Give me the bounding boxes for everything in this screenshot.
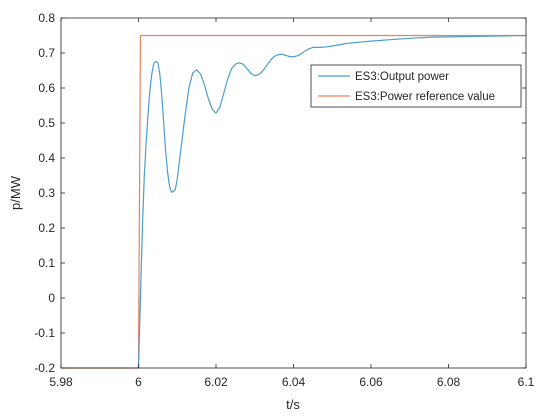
legend-label-reference: ES3:Power reference value xyxy=(355,91,495,103)
x-tick-label: 6.1 xyxy=(518,375,535,389)
x-tick-label: 6.06 xyxy=(359,375,383,389)
y-axis: -0.2 -0.1 0 0.1 0.2 0.3 0.4 0.5 0.6 0.7 0.8 xyxy=(34,11,526,375)
x-tick-label: 6.08 xyxy=(437,375,461,389)
y-tick-label: 0.7 xyxy=(38,46,55,60)
y-tick-label: 0.5 xyxy=(38,116,55,130)
y-axis-label: p/MW xyxy=(8,175,23,210)
y-tick-label: -0.1 xyxy=(34,326,55,340)
y-tick-label: 0.2 xyxy=(38,221,55,235)
x-tick-label: 6.04 xyxy=(282,375,306,389)
x-axis-label: t/s xyxy=(286,397,300,412)
y-tick-label: 0.4 xyxy=(38,151,55,165)
x-tick-label: 6 xyxy=(135,375,142,389)
y-tick-label: 0.3 xyxy=(38,186,55,200)
y-tick-label: 0.8 xyxy=(38,11,55,25)
y-tick-label: -0.2 xyxy=(34,361,55,375)
series-line-output xyxy=(137,34,527,369)
x-axis: 5.98 6 6.02 6.04 6.06 6.08 6.1 xyxy=(49,18,535,389)
y-tick-label: 0.6 xyxy=(38,81,55,95)
x-tick-label: 5.98 xyxy=(49,375,73,389)
x-tick-label: 6.02 xyxy=(204,375,228,389)
y-tick-label: 0 xyxy=(48,291,55,305)
legend: ES3:Output power ES3:Power reference val… xyxy=(310,64,522,108)
legend-box xyxy=(310,64,522,108)
y-tick-label: 0.1 xyxy=(38,256,55,270)
legend-label-output: ES3:Output power xyxy=(355,71,449,83)
